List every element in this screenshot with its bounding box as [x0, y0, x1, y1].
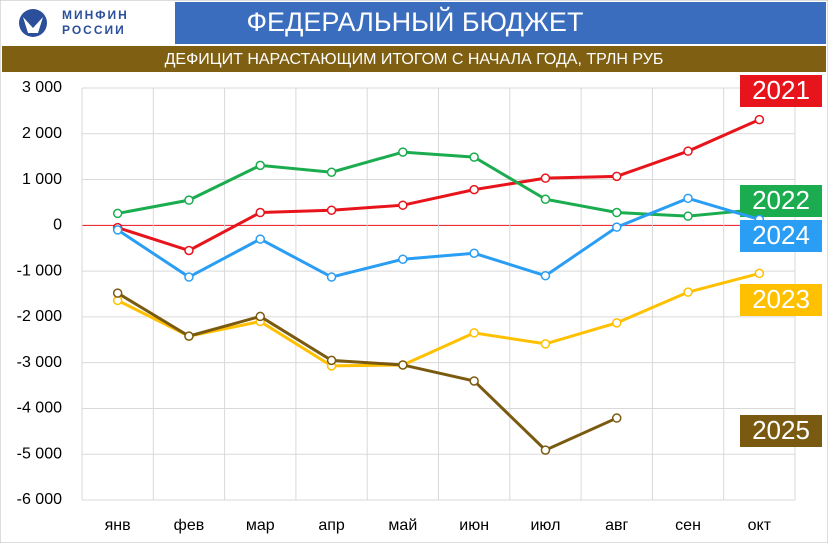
legend-box [740, 220, 822, 252]
point [398, 360, 408, 370]
point [683, 211, 693, 221]
point [112, 225, 123, 235]
legend-box [740, 415, 822, 447]
point [184, 331, 194, 341]
point [683, 146, 693, 156]
point [754, 114, 765, 125]
x-tick-label: янв [105, 517, 131, 534]
legend-label: 2024 [752, 220, 810, 250]
x-tick-label: окт [748, 517, 772, 534]
series-line [116, 271, 760, 368]
point [612, 171, 622, 182]
point [326, 355, 337, 366]
point [469, 328, 479, 338]
point [540, 173, 551, 183]
x-tick-label: авг [605, 517, 628, 534]
x-tick-label: июн [459, 517, 489, 534]
point [398, 200, 408, 210]
y-tick-label: -1 000 [17, 262, 62, 279]
logo-text: МИНФИН [62, 8, 129, 22]
x-tick-label: май [388, 517, 417, 534]
point [612, 318, 622, 328]
y-tick-label: 2 000 [22, 125, 62, 142]
point [469, 376, 479, 386]
point [326, 167, 337, 177]
point [255, 234, 265, 244]
point [255, 207, 265, 218]
point [540, 339, 551, 349]
chart-title: ФЕДЕРАЛЬНЫЙ БЮДЖЕТ [247, 6, 584, 37]
title-bar [175, 2, 826, 44]
subtitle-bar [2, 46, 826, 72]
legend-label: 2025 [752, 415, 810, 445]
point [469, 248, 479, 259]
y-tick-label: -3 000 [17, 354, 62, 371]
point [612, 222, 622, 232]
point [398, 147, 408, 157]
point [683, 193, 693, 204]
point [469, 184, 479, 195]
point [540, 445, 551, 455]
point [184, 272, 194, 282]
point [754, 268, 765, 279]
series-line [117, 118, 760, 253]
point [612, 413, 622, 423]
point [326, 205, 337, 215]
chart-subtitle: ДЕФИЦИТ НАРАСТАЮЩИМ ИТОГОМ С НАЧАЛА ГОДА… [165, 51, 664, 68]
y-tick-label: -5 000 [17, 445, 62, 462]
point [184, 195, 194, 205]
series-line [116, 196, 760, 279]
point [326, 272, 337, 282]
point [398, 254, 408, 264]
legend-box [740, 185, 822, 217]
point [683, 287, 693, 297]
point [255, 160, 265, 171]
y-tick-label: -4 000 [17, 400, 62, 417]
point [540, 194, 551, 204]
legend-box [740, 284, 822, 316]
x-tick-label: июл [530, 517, 560, 534]
legend-label: 2021 [752, 75, 810, 105]
legend-box [740, 75, 822, 107]
point [184, 245, 194, 256]
point [112, 208, 123, 219]
point [255, 311, 265, 322]
x-tick-label: мар [246, 517, 275, 534]
legend-label: 2022 [752, 185, 810, 215]
point [540, 270, 551, 281]
series: 2024 [112, 193, 822, 282]
y-tick-label: -6 000 [17, 491, 62, 508]
x-tick-label: апр [318, 517, 345, 534]
x-tick-label: фев [174, 517, 205, 534]
logo-text: РОССИИ [62, 23, 126, 37]
series-line [116, 291, 618, 452]
y-tick-label: 0 [53, 217, 62, 234]
legend-label: 2023 [752, 284, 810, 314]
y-tick-label: 3 000 [22, 79, 62, 96]
y-tick-label: -2 000 [17, 308, 62, 325]
y-tick-label: 1 000 [22, 171, 62, 188]
logo-emblem [19, 9, 47, 37]
point [612, 207, 622, 218]
series: 2023 [112, 268, 822, 371]
point [112, 288, 123, 298]
series: 2025 [112, 288, 822, 455]
x-tick-label: сен [675, 517, 701, 534]
point [469, 152, 479, 162]
